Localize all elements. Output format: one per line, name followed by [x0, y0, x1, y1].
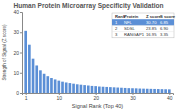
bar	[76, 84, 79, 93]
table-cell: 6.90	[160, 26, 169, 31]
table-cell: 6.85	[160, 20, 169, 25]
bar	[116, 88, 119, 93]
y-tick-mark	[20, 93, 22, 94]
y-tick-label: 40	[13, 9, 19, 15]
table-cell: NFL	[124, 20, 133, 25]
bar	[135, 88, 138, 93]
table-cell: 3	[115, 32, 118, 37]
x-tick: 10	[57, 93, 63, 101]
bar	[80, 85, 83, 93]
table-cell: 2	[115, 26, 118, 31]
x-tick: 40	[167, 93, 173, 101]
bar	[157, 89, 160, 93]
y-tick: 10	[13, 70, 22, 76]
bar	[46, 76, 49, 93]
table-cell: SDSL	[124, 26, 136, 31]
bar	[24, 31, 27, 93]
bar	[54, 79, 57, 93]
bar	[69, 83, 72, 93]
y-tick-label: 30	[13, 29, 19, 35]
bar	[168, 89, 171, 93]
y-tick: 30	[13, 29, 22, 35]
x-tick-label: 10	[57, 95, 63, 101]
x-tick: 20	[93, 93, 99, 101]
y-tick: 40	[13, 9, 22, 15]
bar	[164, 89, 167, 93]
bar	[83, 85, 86, 93]
y-tick-mark	[20, 73, 22, 74]
bar	[124, 88, 127, 93]
bar	[87, 86, 90, 93]
bar	[43, 74, 46, 93]
bar	[61, 82, 64, 93]
table-cell: 3.35	[160, 32, 169, 37]
x-tick-label: 20	[93, 95, 99, 101]
table-cell: RANGAP1	[124, 32, 145, 37]
bar	[35, 65, 38, 93]
bar	[131, 88, 134, 93]
table-cell: 16.95	[146, 32, 157, 37]
bar	[120, 88, 123, 93]
table-highlight	[112, 19, 174, 25]
y-tick: 0	[16, 90, 22, 96]
table-header: Protein	[124, 14, 139, 19]
bar	[105, 87, 108, 93]
bar	[127, 88, 130, 93]
bar	[102, 87, 105, 93]
bar	[28, 45, 31, 93]
bar	[72, 84, 75, 93]
bar	[91, 86, 94, 93]
y-tick-label: 10	[13, 70, 19, 76]
x-axis: 1 10 20 30 40	[23, 93, 174, 101]
bar	[146, 89, 149, 93]
bar	[39, 70, 42, 93]
y-tick-label: 20	[13, 50, 19, 56]
bar	[161, 89, 164, 93]
bar	[98, 87, 101, 93]
y-tick-mark	[20, 53, 22, 54]
x-axis-title: Signal Rank (Top 40)	[72, 103, 124, 109]
y-tick: 20	[13, 50, 22, 56]
y-axis-line	[20, 13, 23, 94]
bar	[150, 89, 153, 93]
bar	[109, 87, 112, 93]
table-cell: 23.85	[146, 26, 157, 31]
x-tick-label: 40	[167, 95, 173, 101]
x-tick-label: 30	[130, 95, 136, 101]
bar	[50, 78, 53, 93]
x-tick: 30	[130, 93, 136, 101]
title: Human Protein Microarray Specificity Val…	[13, 2, 163, 10]
y-axis-title: Strength of Signal (Z score)	[2, 24, 7, 81]
y-tick-mark	[20, 12, 22, 13]
y-axis: 0 10 20 30 40	[13, 9, 22, 96]
bar	[153, 89, 156, 93]
bar	[58, 81, 61, 93]
x-tick: 1	[25, 93, 28, 101]
bar	[113, 87, 116, 93]
bar	[94, 86, 97, 93]
inset-table: RankProteinZ scoreS score1NFL30.706.852S…	[112, 13, 176, 38]
y-tick-label: 0	[16, 90, 19, 96]
bar	[32, 59, 35, 93]
x-tick-label: 1	[25, 95, 28, 101]
y-tick-mark	[20, 32, 22, 33]
bar	[65, 82, 68, 93]
bar	[142, 89, 145, 93]
table-header: S score	[160, 14, 176, 19]
bar	[139, 89, 142, 93]
table-cell: 1	[115, 20, 118, 25]
table-cell: 30.70	[146, 20, 157, 25]
